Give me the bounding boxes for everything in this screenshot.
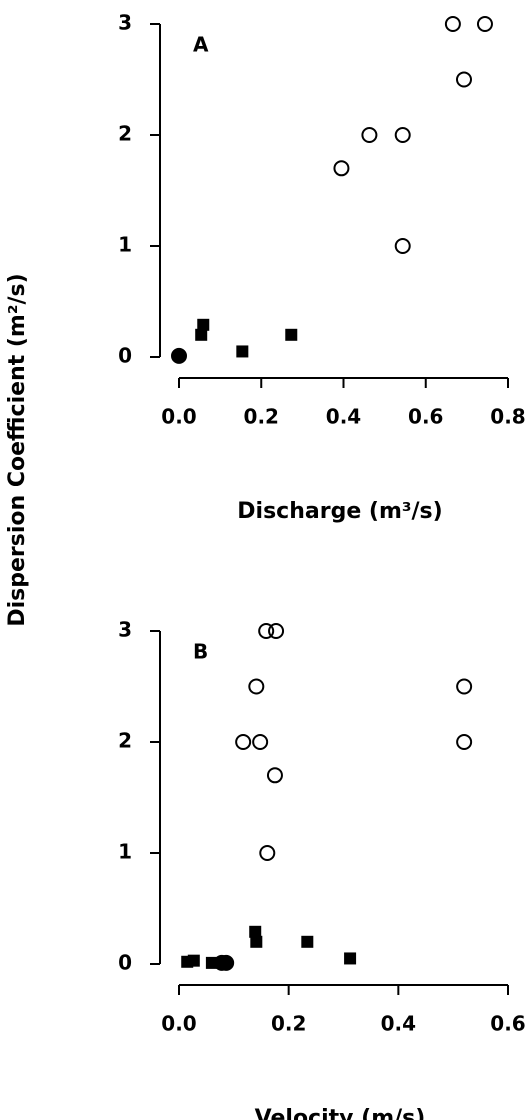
filled-circle-point [171, 347, 187, 364]
square-point [301, 935, 314, 948]
x-tick-label: 0.4 [326, 405, 361, 429]
y-tick-label: 2 [118, 729, 132, 753]
open-circle-point [476, 16, 493, 32]
square-point [285, 328, 298, 341]
panel-label: B [193, 640, 208, 664]
x-tick-label: 0.6 [408, 405, 443, 429]
square-point [249, 925, 262, 938]
open-circle-point [248, 678, 265, 695]
open-circle-point [252, 734, 269, 750]
y-tick-label: 3 [118, 11, 132, 35]
open-circle-point [444, 16, 461, 32]
y-axis-label: Dispersion Coefficient (m²/s) [5, 273, 30, 626]
open-circle-point [333, 160, 350, 177]
y-tick-label: 0 [118, 951, 132, 975]
filled-circle-point [218, 954, 235, 971]
x-tick-label: 0.0 [161, 1012, 196, 1036]
x-tick-label: 0.2 [244, 405, 279, 429]
y-tick-label: 3 [118, 618, 132, 642]
y-tick-label: 2 [118, 122, 132, 146]
open-circle-point [258, 623, 275, 639]
open-circle-point [361, 127, 378, 143]
square-point [197, 318, 210, 331]
open-circle-point [455, 71, 472, 88]
square-point [236, 345, 249, 358]
panel-label: A [193, 33, 209, 57]
open-circle-point [456, 734, 473, 750]
x-tick-label: 0.4 [381, 1012, 416, 1036]
square-point [250, 935, 263, 948]
open-circle-point [268, 623, 285, 639]
open-circle-point [235, 734, 252, 750]
x-tick-label: 0.8 [490, 405, 525, 429]
y-tick-label: 1 [118, 840, 132, 864]
square-point [195, 328, 208, 341]
x-tick-label: 0.0 [161, 405, 196, 429]
open-circle-point [266, 767, 283, 784]
open-circle-point [394, 127, 411, 143]
x-axis-label: Velocity (m/s) [255, 1106, 426, 1120]
x-tick-label: 0.6 [490, 1012, 525, 1036]
x-tick-label: 0.2 [271, 1012, 306, 1036]
square-point [187, 954, 200, 967]
y-tick-label: 0 [118, 344, 132, 368]
open-circle-point [394, 238, 411, 254]
y-tick-label: 1 [118, 233, 132, 257]
square-point [344, 952, 357, 965]
x-axis-label: Discharge (m³/s) [237, 499, 442, 524]
open-circle-point [259, 845, 276, 861]
open-circle-point [456, 678, 473, 695]
